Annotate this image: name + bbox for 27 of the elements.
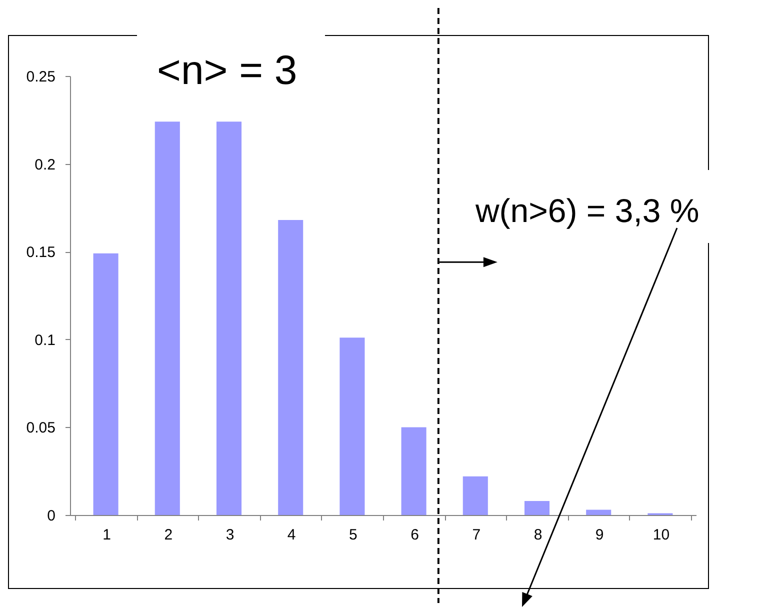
x-tick-label: 5 [349, 526, 358, 544]
y-tick-label: 0.25 [26, 68, 56, 86]
x-tick-label: 9 [595, 526, 604, 544]
bar [401, 427, 426, 515]
y-tick-label: 0.15 [26, 244, 56, 262]
y-tick-label: 0.2 [34, 156, 56, 174]
x-tick-label: 8 [534, 526, 542, 544]
x-tick-label: 3 [226, 526, 234, 544]
chart-title: <n> = 3 [157, 47, 298, 93]
bar [524, 500, 550, 515]
x-tick-label: 2 [164, 526, 173, 544]
bar [586, 510, 612, 515]
bar [93, 253, 118, 515]
x-tick-label: 4 [287, 526, 296, 544]
bar [154, 122, 180, 515]
x-tick-label: 6 [410, 526, 419, 544]
bar [340, 338, 365, 515]
bar [462, 476, 488, 515]
x-tick-label: 1 [102, 526, 111, 544]
bar [216, 122, 242, 515]
y-tick-label: 0.1 [34, 332, 56, 349]
y-tick-label: 0 [47, 508, 56, 524]
x-tick-label: 10 [652, 526, 670, 544]
y-tick-label: 0.05 [26, 420, 56, 437]
x-tick-label: 7 [472, 526, 481, 544]
bar [278, 220, 304, 515]
annotation: w(n>6) = 3,3 % [474, 192, 700, 230]
